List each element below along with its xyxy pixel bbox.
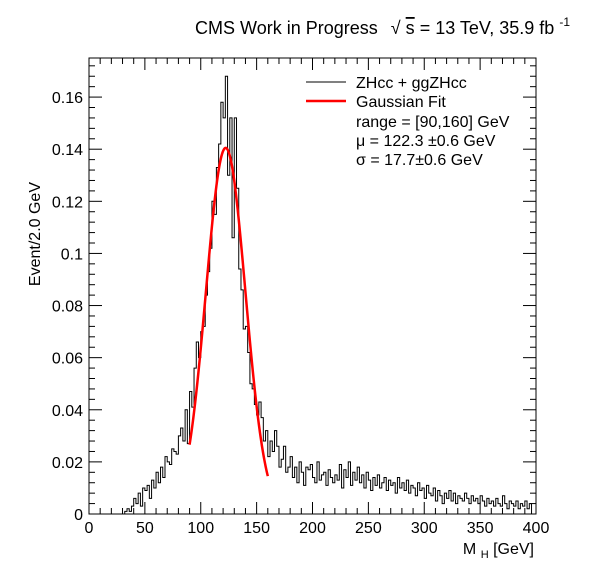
legend: ZHcc + ggZHcc Gaussian Fit range = [90,1… xyxy=(306,75,510,169)
legend-info-mean: μ = 122.3 ±0.6 GeV xyxy=(356,133,496,150)
x-tick-label: 200 xyxy=(299,520,326,537)
legend-label-fit: Gaussian Fit xyxy=(356,94,446,111)
y-tick-label: 0.06 xyxy=(52,351,83,368)
x-tick-label: 100 xyxy=(187,520,214,537)
y-tick-label: 0.1 xyxy=(61,246,83,263)
legend-info-range: range = [90,160] GeV xyxy=(356,114,510,131)
x-tick-label: 350 xyxy=(467,520,494,537)
y-tick-label: 0.14 xyxy=(52,142,83,159)
y-tick-label: 0.12 xyxy=(52,194,83,211)
x-axis-title-unit: [GeV] xyxy=(493,541,534,558)
legend-label-histogram: ZHcc + ggZHcc xyxy=(356,75,467,92)
y-tick-label: 0.16 xyxy=(52,90,83,107)
x-axis-title-main: M xyxy=(463,541,476,558)
histogram-line xyxy=(89,75,533,515)
title-energy-value: = 13 TeV, 35.9 fb xyxy=(420,18,555,38)
sqrt-symbol: √ xyxy=(391,18,401,38)
gaussian-fit-line xyxy=(188,146,270,477)
plot-frame xyxy=(88,57,537,515)
x-axis-title-sub: H xyxy=(481,549,489,561)
histogram-series xyxy=(89,75,533,515)
y-tick-label: 0 xyxy=(74,507,83,524)
x-tick-label: 250 xyxy=(355,520,382,537)
x-tick-label: 300 xyxy=(411,520,438,537)
y-axis-title: Event/2.0 GeV xyxy=(27,182,44,286)
chart-title: CMS Work in Progress √ s = 13 TeV, 35.9 … xyxy=(195,15,570,38)
y-tick-label: 0.04 xyxy=(52,403,83,420)
x-tick-label: 400 xyxy=(523,520,550,537)
title-lumi-exponent: -1 xyxy=(559,15,570,29)
x-tick-label: 150 xyxy=(243,520,270,537)
y-tick-labels: 0 0.02 0.04 0.06 0.08 0.1 0.12 0.14 0.16 xyxy=(52,90,83,524)
legend-info-sigma: σ = 17.7±0.6 GeV xyxy=(356,152,483,169)
x-tick-label: 50 xyxy=(136,520,154,537)
fit-series xyxy=(188,146,270,477)
title-main: CMS Work in Progress xyxy=(195,18,378,38)
x-tick-labels: 0 50 100 150 200 250 300 350 400 xyxy=(85,520,550,537)
x-axis-title: M H [GeV] xyxy=(463,541,534,562)
title-energy-sqrt: s xyxy=(406,18,415,38)
y-tick-label: 0.08 xyxy=(52,299,83,316)
x-tick-label: 0 xyxy=(85,520,94,537)
y-tick-label: 0.02 xyxy=(52,455,83,472)
